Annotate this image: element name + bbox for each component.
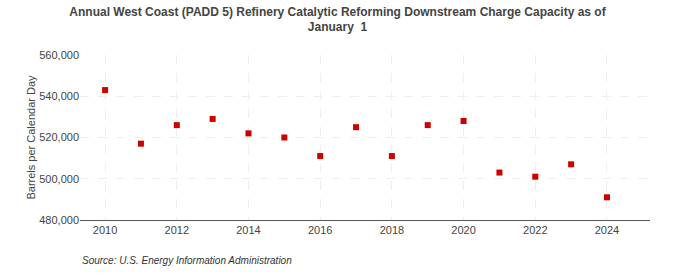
svg-text:2010: 2010 [93,224,117,236]
svg-text:560,000: 560,000 [39,49,79,61]
svg-text:2024: 2024 [595,224,619,236]
svg-text:Barrels per Calendar Day: Barrels per Calendar Day [25,75,37,200]
svg-text:2012: 2012 [165,224,189,236]
svg-text:2018: 2018 [380,224,404,236]
svg-text:480,000: 480,000 [39,214,79,226]
svg-text:2014: 2014 [236,224,260,236]
svg-text:520,000: 520,000 [39,131,79,143]
svg-text:2022: 2022 [523,224,547,236]
svg-text:2016: 2016 [308,224,332,236]
svg-text:540,000: 540,000 [39,90,79,102]
svg-text:Annual West Coast (PADD 5) Ref: Annual West Coast (PADD 5) Refinery Cata… [69,5,606,35]
svg-text:Source: U.S. Energy Informatio: Source: U.S. Energy Information Administ… [82,255,292,266]
svg-text:2020: 2020 [451,224,475,236]
svg-text:500,000: 500,000 [39,173,79,185]
